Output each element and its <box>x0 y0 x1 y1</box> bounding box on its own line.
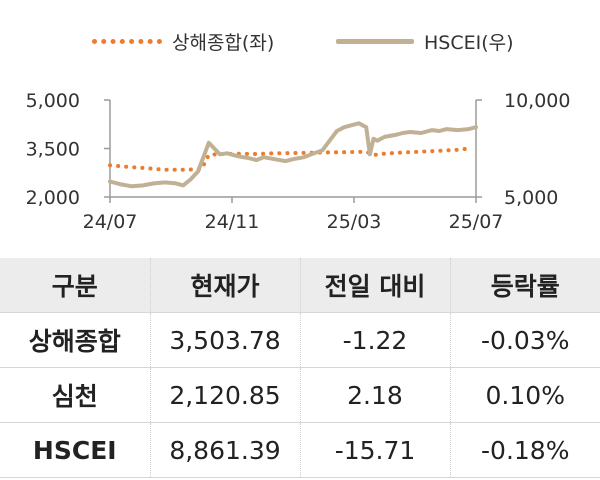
x-tick-label: 24/07 <box>83 211 138 233</box>
table-header-row: 구분 현재가 전일 대비 등락률 <box>0 258 600 313</box>
row-change: 2.18 <box>299 367 450 423</box>
row-pct: -0.03% <box>449 312 600 368</box>
legend-item-shanghai: 상해종합(좌) <box>92 26 274 56</box>
header-change: 전일 대비 <box>299 258 450 313</box>
row-price: 3,503.78 <box>149 312 300 368</box>
legend-swatch-line <box>336 38 414 44</box>
quote-table: 구분 현재가 전일 대비 등락률 상해종합 3,503.78 -1.22 -0.… <box>0 258 600 478</box>
row-name: HSCEI <box>0 422 150 478</box>
row-change: -1.22 <box>299 312 450 368</box>
chart-plot: 5,000 3,500 2,000 10,000 5,000 24/07 24/11 25/0… <box>26 90 571 233</box>
table-row: HSCEI 8,861.39 -15.71 -0.18% <box>0 422 600 478</box>
series-line-hscei <box>108 121 478 189</box>
row-name: 심천 <box>0 367 150 423</box>
series-line-shanghai <box>108 146 475 172</box>
row-price: 8,861.39 <box>149 422 300 478</box>
header-pct: 등락률 <box>449 258 600 313</box>
legend-swatch-dotted <box>92 38 162 44</box>
chart-legend: 상해종합(좌) HSCEI(우) <box>0 26 600 56</box>
table-row: 상해종합 3,503.78 -1.22 -0.03% <box>0 312 600 368</box>
row-pct: 0.10% <box>449 367 600 423</box>
x-tick-label: 25/07 <box>449 211 504 233</box>
legend-label-hscei: HSCEI(우) <box>424 31 514 54</box>
left-tick-label: 3,500 <box>26 139 80 161</box>
left-tick-label: 5,000 <box>26 90 80 112</box>
x-tick-label: 24/11 <box>205 211 260 233</box>
row-name: 상해종합 <box>0 312 150 368</box>
row-change: -15.71 <box>299 422 450 478</box>
x-tick-label: 25/03 <box>327 211 382 233</box>
left-tick-label: 2,000 <box>26 187 80 209</box>
header-price: 현재가 <box>149 258 300 313</box>
right-tick-label: 5,000 <box>504 187 558 209</box>
table-row: 심천 2,120.85 2.18 0.10% <box>0 367 600 423</box>
chart: 상해종합(좌) HSCEI(우) 5,000 3,500 2,000 10,000 5,… <box>0 26 600 234</box>
legend-item-hscei: HSCEI(우) <box>336 26 514 56</box>
header-category: 구분 <box>0 258 150 313</box>
right-tick-label: 10,000 <box>504 90 570 112</box>
legend-label-shanghai: 상해종합(좌) <box>172 31 275 54</box>
row-price: 2,120.85 <box>149 367 300 423</box>
row-pct: -0.18% <box>449 422 600 478</box>
